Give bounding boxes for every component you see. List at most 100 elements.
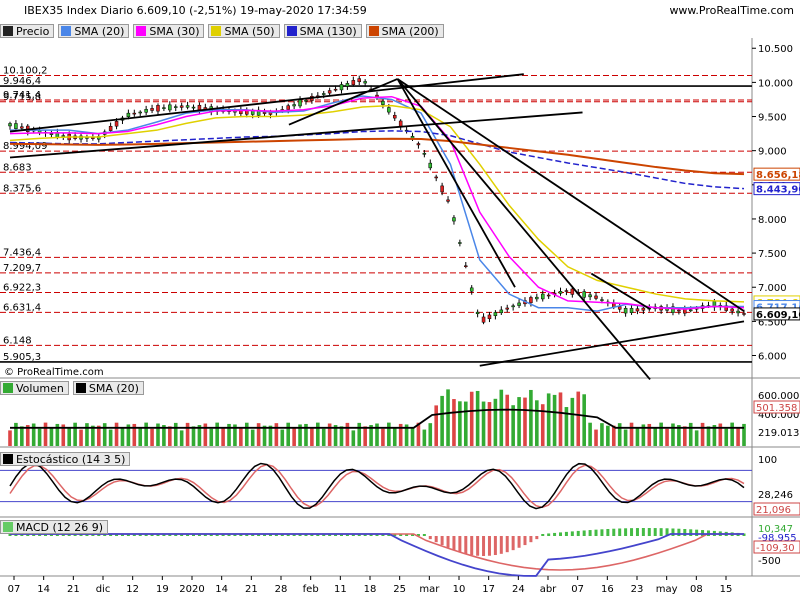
volume-bar xyxy=(215,422,219,446)
volume-bar xyxy=(209,428,214,446)
macd-histogram-bar xyxy=(109,534,113,536)
price-tick-label: 6.500 xyxy=(758,317,787,328)
volume-bar xyxy=(369,425,373,446)
legend-swatch xyxy=(368,26,379,36)
macd-histogram-bar xyxy=(280,534,284,536)
legend-label: SMA (30) xyxy=(149,24,200,38)
macd-histogram-bar xyxy=(239,534,243,536)
volume-bar xyxy=(14,422,18,446)
legend-item[interactable]: Precio xyxy=(0,24,55,38)
macd-histogram-bar xyxy=(653,528,657,536)
volume-bar xyxy=(55,423,60,446)
candle-body xyxy=(546,294,551,297)
trend-line xyxy=(288,78,398,126)
candle-body xyxy=(677,309,681,312)
level-label: 9.946,4 xyxy=(3,76,41,87)
level-label: 8.375,6 xyxy=(3,183,41,194)
legend-swatch xyxy=(211,26,222,36)
volume-bar xyxy=(635,427,640,446)
volume-bar xyxy=(333,425,338,446)
price-tag-label: 8.656,18 xyxy=(756,170,800,181)
candle-body xyxy=(339,84,344,91)
macd-histogram-bar xyxy=(168,534,172,536)
volume-bar xyxy=(233,424,237,446)
macd-histogram-bar xyxy=(624,528,628,536)
macd-histogram-bar xyxy=(665,528,669,536)
legend-item[interactable]: SMA (50) xyxy=(208,24,280,38)
candle-body xyxy=(730,308,734,312)
volume-bar xyxy=(321,428,326,446)
volume-sma-line xyxy=(10,408,744,429)
volume-bar xyxy=(73,422,77,446)
copyright-text: © ProRealTime.com xyxy=(4,367,104,378)
legend-swatch xyxy=(286,26,297,36)
volume-bar xyxy=(327,423,332,446)
level-label: 5.905,3 xyxy=(3,352,41,363)
site-url[interactable]: www.ProRealTime.com xyxy=(669,4,794,17)
volume-bar xyxy=(718,423,723,446)
x-axis-label: 17 xyxy=(482,584,495,595)
volume-bar xyxy=(606,425,610,446)
volume-legend: Volumen SMA (20) xyxy=(0,381,144,395)
chart-title: IBEX35 Index Diario 6.609,10 (-2,51%) 19… xyxy=(24,4,367,17)
volume-bar xyxy=(700,422,705,446)
legend-label: SMA (50) xyxy=(224,24,275,38)
volume-bar xyxy=(310,427,314,446)
macd-histogram-bar xyxy=(67,534,71,536)
macd-histogram-bar xyxy=(606,528,610,536)
volume-bar xyxy=(440,395,444,446)
legend-item[interactable]: SMA (30) xyxy=(133,24,205,38)
volume-bar xyxy=(156,423,160,446)
candle-body xyxy=(535,296,539,300)
macd-legend: MACD (12 26 9) xyxy=(0,520,109,534)
volume-bar xyxy=(724,428,729,446)
x-axis-label: 07 xyxy=(571,584,584,595)
legend-item[interactable]: SMA (20) xyxy=(58,24,130,38)
volume-bar xyxy=(677,425,681,446)
volume-bar xyxy=(179,430,184,446)
legend-item[interactable]: SMA (200) xyxy=(365,24,444,38)
macd-histogram-bar xyxy=(8,534,12,536)
volume-bar xyxy=(274,423,279,446)
candle-body xyxy=(298,99,302,107)
macd-histogram-bar xyxy=(38,534,42,536)
candle-body xyxy=(321,93,326,95)
volume-bar xyxy=(641,424,646,446)
macd-histogram-bar xyxy=(44,534,48,536)
candle-body xyxy=(416,143,421,146)
legend-label: SMA (200) xyxy=(381,24,439,38)
macd-histogram-bar xyxy=(286,534,290,536)
macd-histogram-bar xyxy=(126,534,130,536)
volume-bar xyxy=(588,422,592,446)
candle-body xyxy=(173,106,178,108)
volume-bar xyxy=(576,391,581,446)
macd-histogram-bar xyxy=(369,534,373,536)
macd-histogram-bar xyxy=(144,534,148,536)
candle-body xyxy=(742,313,746,315)
candle-body xyxy=(511,305,515,308)
volume-bar xyxy=(552,394,557,446)
candle-body xyxy=(286,105,290,110)
volume-bar xyxy=(8,430,12,446)
volume-bar xyxy=(91,425,95,446)
volume-bar xyxy=(659,422,663,446)
x-axis-label: 24 xyxy=(512,584,525,595)
volume-tag-box xyxy=(753,400,800,414)
macd-histogram-bar xyxy=(26,534,30,536)
volume-bar xyxy=(742,423,746,446)
candle-body xyxy=(108,125,113,131)
legend-item[interactable]: SMA (130) xyxy=(283,24,362,38)
candle-body xyxy=(493,312,498,317)
macd-histogram-bar xyxy=(150,534,154,536)
candle-body xyxy=(14,123,18,129)
candle-body xyxy=(481,316,486,323)
level-label: 6.631,4 xyxy=(3,302,41,313)
level-label: 8.683 xyxy=(3,162,32,173)
volume-bar xyxy=(422,429,427,446)
candle-body xyxy=(600,299,604,301)
macd-histogram-bar xyxy=(174,534,178,536)
volume-bar xyxy=(671,423,675,446)
candle-body xyxy=(724,305,728,311)
volume-bar xyxy=(162,425,166,446)
